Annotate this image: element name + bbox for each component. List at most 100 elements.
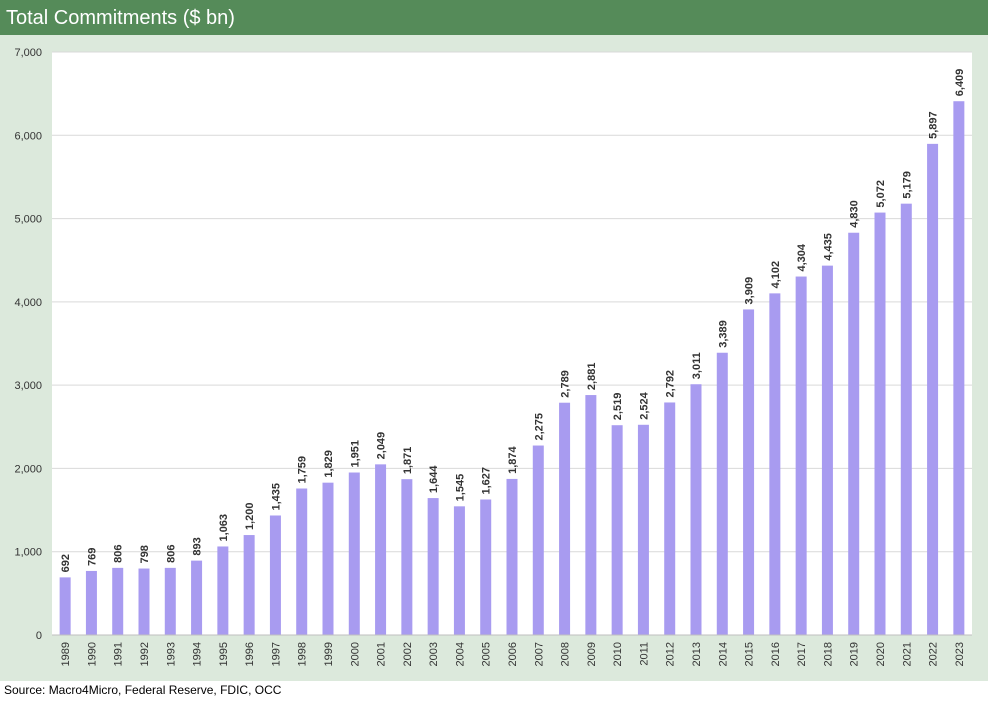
x-tick-label-2019: 2019 <box>849 642 861 666</box>
bar-2002 <box>401 479 413 635</box>
data-label-2013: 3,011 <box>691 352 703 379</box>
x-tick-label-1998: 1998 <box>297 642 309 666</box>
data-label-2007: 2,275 <box>533 413 545 441</box>
data-label-2005: 1,627 <box>481 467 493 495</box>
bar-2014 <box>716 352 728 635</box>
data-label-2017: 4,304 <box>796 243 808 271</box>
x-tick-label-1994: 1994 <box>192 642 204 666</box>
bar-2013 <box>690 384 702 635</box>
gridlines <box>52 51 972 553</box>
x-tick-label-2023: 2023 <box>954 642 966 666</box>
bar-1992 <box>138 568 150 635</box>
data-label-1994: 893 <box>192 537 204 555</box>
data-label-2023: 6,409 <box>954 69 966 97</box>
bar-chart: 0 1,000 2,000 3,000 4,000 5,000 6,000 7,000 692… <box>14 47 972 666</box>
x-tick-label-2012: 2012 <box>665 642 677 666</box>
data-label-1996: 1,200 <box>244 503 256 531</box>
data-label-1993: 806 <box>165 545 177 563</box>
title-bar: Total Commitments ($ bn) <box>0 0 988 35</box>
y-tick-label: 7,000 <box>14 47 42 59</box>
y-tick-label: 1,000 <box>14 547 42 559</box>
data-label-1989: 692 <box>60 554 72 572</box>
bar-2001 <box>375 464 387 635</box>
bar-1990 <box>85 570 97 635</box>
data-label-2020: 5,072 <box>875 180 887 208</box>
x-tick-label-2020: 2020 <box>875 642 887 666</box>
data-label-2014: 3,389 <box>717 320 729 348</box>
data-label-1997: 1,435 <box>270 483 282 511</box>
bar-2005 <box>480 499 492 635</box>
x-tick-label-1999: 1999 <box>323 642 335 666</box>
data-label-2003: 1,644 <box>428 465 440 493</box>
bar-1997 <box>269 515 281 635</box>
x-tick-label-1993: 1993 <box>165 642 177 666</box>
bar-2011 <box>637 424 649 635</box>
data-label-2008: 2,789 <box>560 370 572 398</box>
bar-2017 <box>795 276 807 635</box>
bar-2020 <box>874 212 886 635</box>
bar-1998 <box>296 488 308 635</box>
y-tick-label: 2,000 <box>14 463 42 475</box>
x-tick-label-2018: 2018 <box>822 642 834 666</box>
chart-area: 0 1,000 2,000 3,000 4,000 5,000 6,000 7,000 692… <box>0 35 988 681</box>
y-tick-label: 4,000 <box>14 297 42 309</box>
bars <box>59 101 965 636</box>
x-tick-label-2013: 2013 <box>691 642 703 666</box>
x-tick-label-2006: 2006 <box>507 642 519 666</box>
x-tick-label-1996: 1996 <box>244 642 256 666</box>
data-label-2022: 5,897 <box>928 111 940 139</box>
bar-1995 <box>217 546 229 635</box>
bar-2000 <box>348 472 360 635</box>
data-label-2015: 3,909 <box>744 277 756 305</box>
x-tick-label-2022: 2022 <box>928 642 940 666</box>
data-label-1999: 1,829 <box>323 450 335 478</box>
y-axis-ticks: 0 1,000 2,000 3,000 4,000 5,000 6,000 7,000 <box>14 47 42 642</box>
data-label-1990: 769 <box>86 548 98 566</box>
bar-2021 <box>900 203 912 636</box>
data-label-2001: 2,049 <box>376 432 388 460</box>
x-tick-label-2005: 2005 <box>481 642 493 666</box>
bar-2016 <box>769 293 781 635</box>
chart-title: Total Commitments ($ bn) <box>6 7 235 29</box>
x-tick-label-2017: 2017 <box>796 642 808 666</box>
data-label-2002: 1,871 <box>402 447 414 475</box>
x-tick-label-1990: 1990 <box>86 642 98 666</box>
data-label-2006: 1,874 <box>507 446 519 474</box>
bar-2022 <box>927 143 939 635</box>
bar-2019 <box>848 232 860 636</box>
x-tick-label-2016: 2016 <box>770 642 782 666</box>
bar-1994 <box>191 560 203 635</box>
data-label-2021: 5,179 <box>901 171 913 199</box>
x-tick-label-2011: 2011 <box>638 642 650 666</box>
bar-2018 <box>821 265 833 635</box>
y-tick-label: 5,000 <box>14 214 42 226</box>
x-tick-label-1991: 1991 <box>113 642 125 666</box>
x-tick-label-2007: 2007 <box>533 642 545 666</box>
bar-2007 <box>532 445 544 635</box>
x-axis-categories: 1989 1990 1991 1992 1993 1994 1995 1996 1997 1998… <box>60 642 966 666</box>
data-label-2012: 2,792 <box>665 370 677 398</box>
bar-2023 <box>953 101 965 635</box>
data-label-2011: 2,524 <box>638 391 650 419</box>
x-tick-label-2009: 2009 <box>586 642 598 666</box>
bar-2006 <box>506 478 518 635</box>
bar-2003 <box>427 498 439 635</box>
x-tick-label-2000: 2000 <box>349 642 361 666</box>
bar-1991 <box>112 567 124 635</box>
bar-1993 <box>164 567 176 635</box>
y-tick-label: 6,000 <box>14 130 42 142</box>
y-tick-label: 3,000 <box>14 380 42 392</box>
bar-1989 <box>59 577 71 635</box>
bar-2015 <box>743 309 755 635</box>
y-tick-label: 0 <box>36 630 42 642</box>
x-tick-label-2015: 2015 <box>744 642 756 666</box>
x-tick-label-1995: 1995 <box>218 642 230 666</box>
x-tick-label-2001: 2001 <box>376 642 388 666</box>
bar-2004 <box>453 506 465 635</box>
x-tick-label-2004: 2004 <box>454 642 466 666</box>
data-label-1998: 1,759 <box>297 456 309 484</box>
data-label-1992: 798 <box>139 545 151 563</box>
data-label-1991: 806 <box>113 545 125 563</box>
data-label-2004: 1,545 <box>454 474 466 502</box>
bar-2009 <box>585 395 597 635</box>
